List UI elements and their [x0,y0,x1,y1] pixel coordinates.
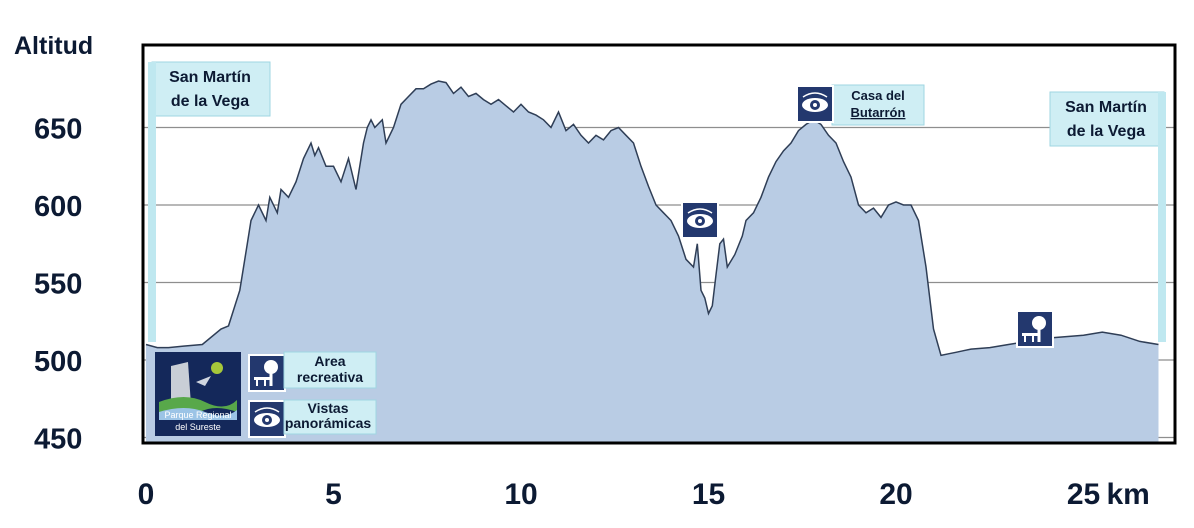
y-tick-labels: 450 500 550 600 650 [34,114,82,456]
casa-callout: Casa del Butarrón [831,84,925,126]
eye-icon [796,85,834,123]
legend-vistas: Vistas panorámicas [283,399,377,435]
legend-area-recreativa: Area recreativa [283,351,377,389]
x-tick-label: 5 [325,478,342,511]
casa-callout-line2: Butarrón [851,105,906,120]
legend-vistas-line1: Vistas [308,400,349,416]
elevation-line [145,80,1159,357]
y-tick-label: 600 [34,191,82,223]
x-tick-label: 15 [692,478,725,511]
y-axis-title: Altitud [14,32,93,60]
y-tick-label: 500 [34,346,82,378]
casa-callout-line1: Casa del [851,88,904,103]
x-tick-label: 20 [879,478,912,511]
x-tick-label: 0 [138,478,155,511]
eye-icon [681,201,719,239]
x-unit-label: km [1107,478,1150,511]
elevation-area [146,81,1159,443]
legend-vistas-line2: panorámicas [285,415,372,431]
eye-icon [248,400,286,438]
plot-frame [141,43,1177,445]
x-tick-label: 10 [504,478,537,511]
picnic-tree-icon [248,354,286,392]
y-tick-label: 450 [34,424,82,456]
x-tick-labels: 0 5 10 15 20 25 km [138,478,1150,511]
end-callout: San Martín de la Vega [1049,91,1166,342]
logo-line2: del Sureste [175,422,221,432]
start-callout: San Martín de la Vega [148,61,271,342]
end-callout-line1: San Martín [1065,99,1147,116]
logo-line1: Parque Regional [164,410,231,420]
y-tick-label: 550 [34,269,82,301]
legend-area-line2: recreativa [297,369,363,385]
park-logo: Parque Regional del Sureste [155,352,241,436]
legend-area-line1: Area [314,353,345,369]
end-callout-line2: de la Vega [1067,123,1145,140]
start-callout-line1: San Martín [169,69,251,86]
x-tick-label: 25 [1067,478,1100,511]
start-callout-line2: de la Vega [171,93,249,110]
y-tick-label: 650 [34,114,82,146]
picnic-tree-icon [1016,310,1054,348]
